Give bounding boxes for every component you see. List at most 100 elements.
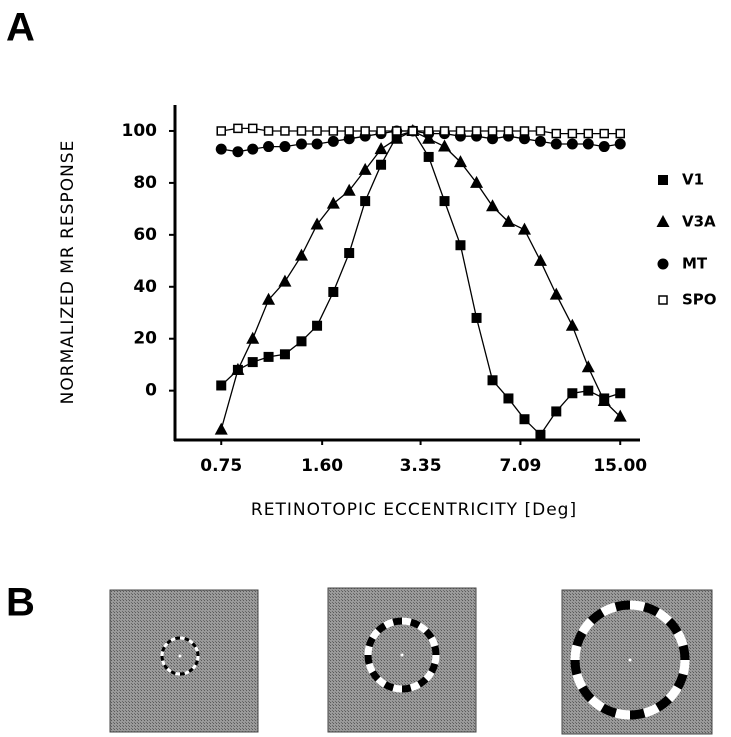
legend-label: MT [682,255,708,273]
marker [342,183,356,196]
marker [376,126,386,136]
y-tick-label: 100 [122,121,158,141]
fixation-point [400,653,404,657]
ring-segment [402,617,412,626]
marker [613,409,627,422]
marker [247,357,258,368]
marker [487,126,498,136]
ring-segment [364,655,373,665]
marker [374,142,388,155]
marker [263,141,275,153]
marker [517,222,531,235]
ring-segment [369,628,381,640]
ring-segment [194,660,199,666]
marker [376,159,387,170]
marker [246,331,260,344]
marker [312,126,322,136]
stimuli [109,587,713,735]
marker [391,126,402,136]
marker [231,362,245,375]
marker [296,336,307,347]
ring-segment [170,670,176,675]
marker [390,131,404,144]
stimulus-panel [327,587,477,733]
marker [295,138,307,150]
marker [455,240,466,251]
marker [215,143,227,155]
ring-segment [195,650,200,656]
marker [216,126,226,136]
ring-segment [161,660,166,666]
marker [567,128,578,139]
ring-segment [665,685,682,703]
x-tick-label: 15.00 [593,456,647,476]
ring-segment [600,703,617,718]
fixation-point [628,658,632,662]
ring-segment [409,618,421,629]
marker [326,196,340,209]
ring-segment [423,628,435,640]
marker [487,375,498,386]
marker [535,126,546,136]
ring-segment [365,662,376,674]
marker [550,138,562,150]
marker [567,388,578,399]
marker [262,292,276,305]
marker [551,406,562,417]
legend-marker [658,295,668,305]
marker [453,155,467,168]
ring-segment [170,637,176,642]
ring-segment [184,670,190,675]
y-tick-label: 60 [133,225,157,245]
ring-segment [614,600,630,612]
marker [471,126,482,136]
ring-segment [383,618,395,629]
ring-segment [375,622,387,634]
x-tick-label: 7.09 [499,456,541,476]
ring-segment [163,642,169,648]
marker [598,141,610,153]
marker [279,349,290,360]
y-tick-label: 0 [145,381,157,401]
ring-segment [431,655,440,665]
marker [343,133,355,145]
marker [263,351,274,362]
fixation-point [178,654,182,658]
ring-segment [180,636,186,641]
x-tick-label: 0.75 [200,456,242,476]
marker [519,414,530,425]
marker [312,320,323,331]
legend-marker [656,215,670,227]
marker [358,162,372,175]
marker [216,380,227,391]
marker [247,123,258,134]
marker [549,287,563,300]
marker [408,126,418,136]
x-tick-label: 1.60 [301,456,343,476]
ring-segment [428,662,439,674]
marker [582,138,594,150]
marker [535,429,546,440]
ring-segment [194,646,199,652]
ring-segment [570,644,582,660]
ring-segment [630,708,646,720]
ring-segment [655,608,673,625]
marker [503,126,514,136]
marker [327,135,339,147]
marker [328,126,339,136]
series-line [220,130,621,430]
marker [455,126,466,136]
ring-segment [392,617,402,626]
marker [614,138,626,150]
legend-marker [657,258,669,270]
panel-label: A [6,6,35,50]
ring-segment [166,639,172,645]
ring-segment [174,636,180,641]
marker [615,128,625,139]
y-tick-label: 20 [133,329,157,349]
ring-segment [673,630,688,647]
marker [438,139,452,152]
marker [471,312,482,323]
ring-segment [643,703,660,718]
